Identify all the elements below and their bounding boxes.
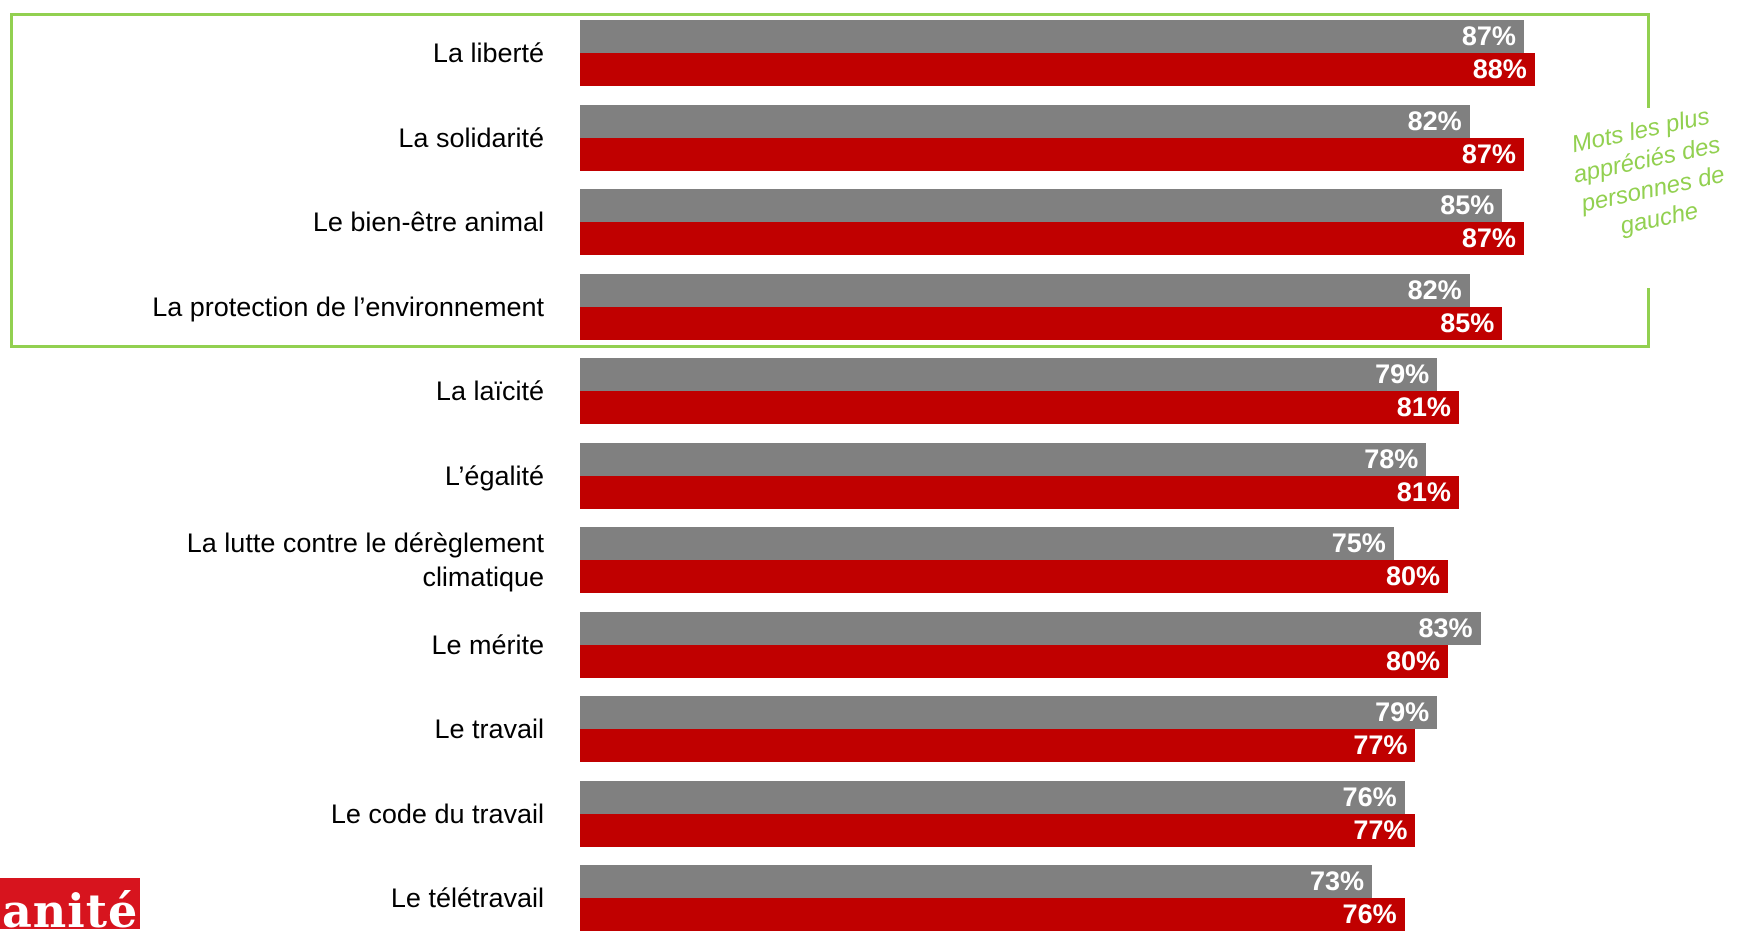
value-label: 85% — [1440, 190, 1495, 220]
bar-series-1 — [580, 358, 1438, 391]
value-label: 87% — [1461, 223, 1516, 253]
annotation-background — [1636, 108, 1737, 288]
bar-series-1 — [580, 104, 1470, 138]
bar-series-2 — [580, 391, 1459, 424]
category-label: La liberté — [432, 38, 544, 68]
value-label: 81% — [1396, 476, 1451, 507]
bar-series-2 — [580, 644, 1448, 678]
category-label: La lutte contre le dérèglement climatiqu… — [186, 528, 544, 592]
logo-text: anité — [2, 884, 139, 929]
bar-series-1 — [580, 780, 1405, 814]
value-label: 77% — [1353, 730, 1408, 760]
value-label: 81% — [1396, 392, 1451, 422]
category-label: Le travail — [434, 714, 544, 744]
bar-series-1 — [580, 865, 1373, 898]
value-label: 79% — [1375, 359, 1430, 389]
bar-series-1 — [580, 696, 1438, 729]
bar-series-1 — [580, 527, 1394, 560]
value-label: 79% — [1375, 697, 1430, 727]
bar-series-2 — [580, 813, 1416, 847]
value-label: 83% — [1418, 612, 1473, 643]
value-label: 75% — [1331, 528, 1386, 558]
bar-series-2 — [580, 306, 1503, 340]
category-label: La solidarité — [398, 122, 544, 153]
value-label: 82% — [1407, 274, 1462, 305]
value-label: 87% — [1461, 21, 1516, 51]
category-label: Le bien-être animal — [312, 207, 544, 237]
highlight-box — [10, 13, 1650, 348]
value-label: 76% — [1342, 899, 1397, 929]
bar-series-2 — [580, 560, 1448, 593]
category-label: L’égalité — [444, 460, 544, 491]
category-label: Le code du travail — [330, 798, 544, 829]
bar-series-2 — [580, 729, 1416, 762]
bar-series-2 — [580, 475, 1459, 509]
bar-series-2 — [580, 222, 1524, 255]
value-label: 77% — [1353, 814, 1408, 845]
bar-series-2 — [580, 137, 1524, 171]
category-label: La protection de l’environnement — [152, 291, 544, 322]
bar-series-1 — [580, 611, 1481, 645]
value-label: 80% — [1385, 561, 1440, 591]
bar-series-2 — [580, 53, 1535, 86]
value-label: 78% — [1364, 443, 1419, 474]
category-label: Le mérite — [431, 629, 544, 660]
bar-series-1 — [580, 442, 1427, 476]
value-label: 87% — [1461, 138, 1516, 169]
bar-series-2 — [580, 898, 1405, 931]
category-label: Le télétravail — [390, 883, 544, 913]
bar-series-1 — [580, 20, 1524, 53]
bar-series-1 — [580, 273, 1470, 307]
category-label: La laïcité — [435, 376, 544, 406]
value-label: 76% — [1342, 781, 1397, 812]
value-label: 80% — [1385, 645, 1440, 676]
value-label: 82% — [1407, 105, 1462, 136]
value-label: 85% — [1440, 307, 1495, 338]
value-label: 73% — [1310, 866, 1365, 896]
bar-series-1 — [580, 189, 1503, 222]
value-label: 88% — [1472, 54, 1527, 84]
logo: anité — [0, 878, 140, 929]
